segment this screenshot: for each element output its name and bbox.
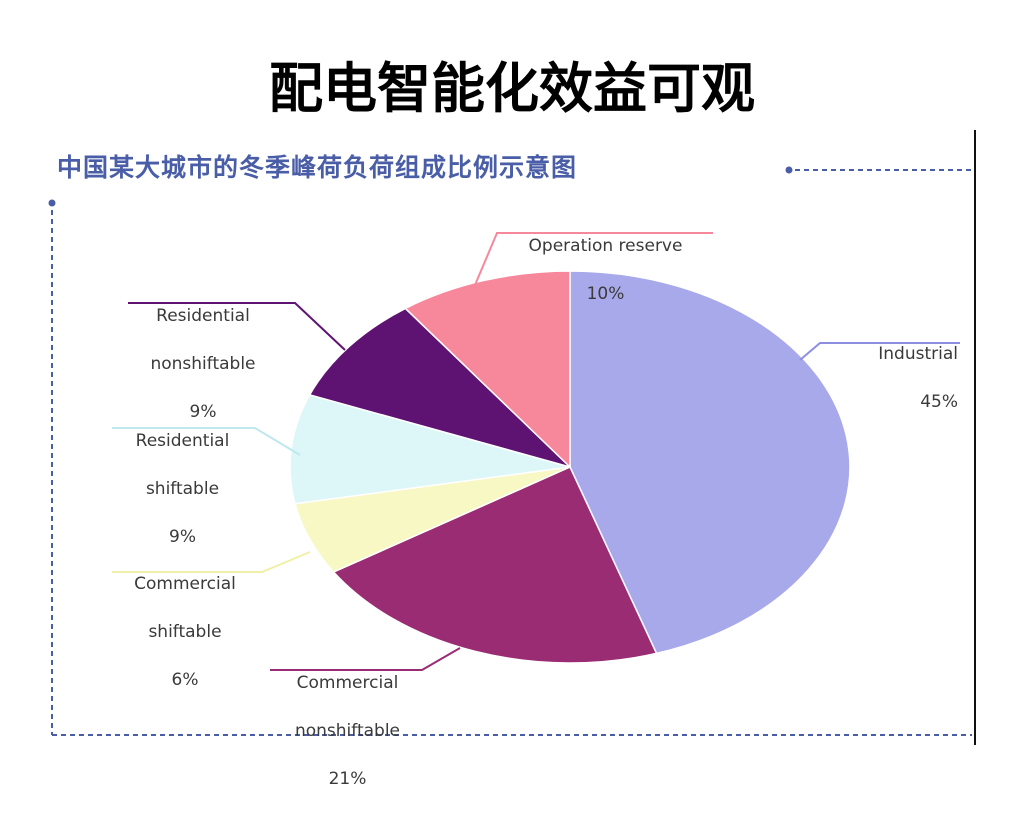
label-industrial: Industrial 45% [838, 318, 958, 438]
leader-line-commercial-nonshiftable [270, 647, 461, 671]
label-residential-nonshiftable: Residential nonshiftable 9% [128, 280, 278, 448]
leader-line-residential-nonshiftable [128, 302, 346, 351]
right-divider-line [974, 130, 976, 745]
label-industrial-name: Industrial [878, 344, 958, 364]
leader-line-residential-shiftable [112, 427, 301, 456]
label-commercial-nonshiftable-name1: Commercial [296, 673, 399, 693]
leader-line-commercial-shiftable [112, 551, 311, 573]
label-commercial-shiftable-pct: 6% [171, 670, 199, 690]
leader-line-industrial [799, 342, 960, 361]
pie-slice-residential-shiftable [289, 393, 571, 505]
pie-chart [48, 166, 972, 736]
frame-left-dot [48, 199, 56, 207]
leader-line-operation-reserve [474, 232, 713, 286]
label-residential-shiftable-name1: Residential [135, 431, 230, 451]
pie-slice-industrial [569, 270, 851, 655]
label-residential-shiftable-pct: 9% [169, 527, 196, 547]
pie-slice-commercial-nonshiftable [332, 466, 658, 664]
label-commercial-shiftable-name2: shiftable [148, 622, 222, 642]
label-operation-reserve-name: Operation reserve [528, 236, 683, 256]
label-operation-reserve-pct: 10% [586, 284, 625, 304]
label-commercial-nonshiftable: Commercial nonshiftable 21% [270, 647, 425, 815]
label-commercial-nonshiftable-name2: nonshiftable [294, 721, 401, 741]
label-residential-nonshiftable-name2: nonshiftable [150, 354, 256, 374]
label-commercial-nonshiftable-pct: 21% [328, 769, 367, 789]
label-commercial-shiftable: Commercial shiftable 6% [110, 548, 260, 716]
pie-slice-operation-reserve [404, 270, 571, 469]
pie-slice-residential-nonshiftable [308, 307, 571, 468]
label-operation-reserve: Operation reserve 10% [498, 210, 713, 330]
label-industrial-pct: 45% [920, 392, 958, 412]
slide-title: 配电智能化效益可观 [269, 56, 755, 120]
label-residential-shiftable: Residential shiftable 9% [110, 405, 255, 573]
frame-top-dot [785, 166, 793, 174]
label-residential-shiftable-name2: shiftable [145, 479, 220, 499]
label-residential-nonshiftable-name1: Residential [156, 306, 250, 326]
label-commercial-shiftable-name1: Commercial [134, 574, 236, 594]
label-residential-nonshiftable-pct: 9% [189, 402, 217, 422]
chart-title: 中国某大城市的冬季峰荷负荷组成比例示意图 [57, 153, 578, 182]
